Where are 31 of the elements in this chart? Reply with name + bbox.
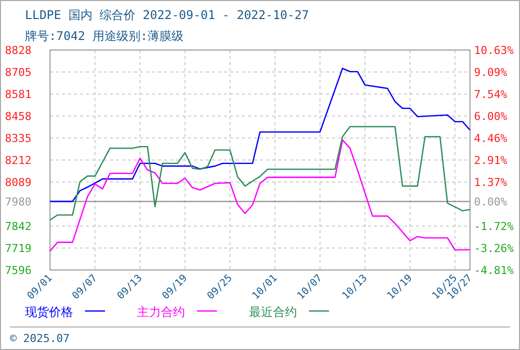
chart-subtitle: 牌号:7042 用途级别:薄膜级 (25, 29, 184, 43)
y-tick-label: 8828 (5, 44, 32, 57)
y-tick-label: 7980 (5, 195, 32, 208)
y-tick-label: 8212 (5, 154, 32, 167)
y2-tick-label: 0.00% (474, 195, 508, 208)
y2-tick-label: 4.46% (474, 132, 508, 145)
chart-title: LLDPE 国内 综合价 2022-09-01 - 2022-10-27 (25, 8, 309, 22)
y2-tick-label: 1.37% (474, 176, 508, 189)
y2-tick-label: 9.09% (474, 66, 508, 79)
y-tick-label: 7719 (5, 242, 32, 255)
legend-label: 现货价格 (25, 305, 73, 319)
y2-tick-label: 7.54% (474, 88, 508, 101)
y2-tick-label: -4.81% (474, 264, 514, 277)
y-tick-label: 7596 (5, 264, 32, 277)
text: © 2025.07 (10, 332, 70, 345)
y-tick-label: 7842 (5, 220, 32, 233)
line-series (49, 139, 471, 252)
y-tick-label: 8458 (5, 110, 32, 123)
y2-tick-label: 6.00% (474, 110, 508, 123)
y2-tick-label: -1.72% (474, 220, 514, 233)
y2-tick-label: 2.91% (474, 154, 508, 167)
y-tick-label: 8335 (5, 132, 32, 145)
y2-tick-label: 10.63% (474, 44, 514, 57)
y-tick-label: 8705 (5, 66, 32, 79)
legend-label: 最近合约 (249, 305, 297, 319)
line-series (49, 126, 471, 221)
y2-tick-label: -3.26% (474, 242, 514, 255)
y-tick-label: 8089 (5, 176, 32, 189)
line-series (49, 68, 471, 202)
y-tick-label: 8581 (5, 88, 32, 101)
legend-label: 主力合约 (137, 305, 185, 319)
